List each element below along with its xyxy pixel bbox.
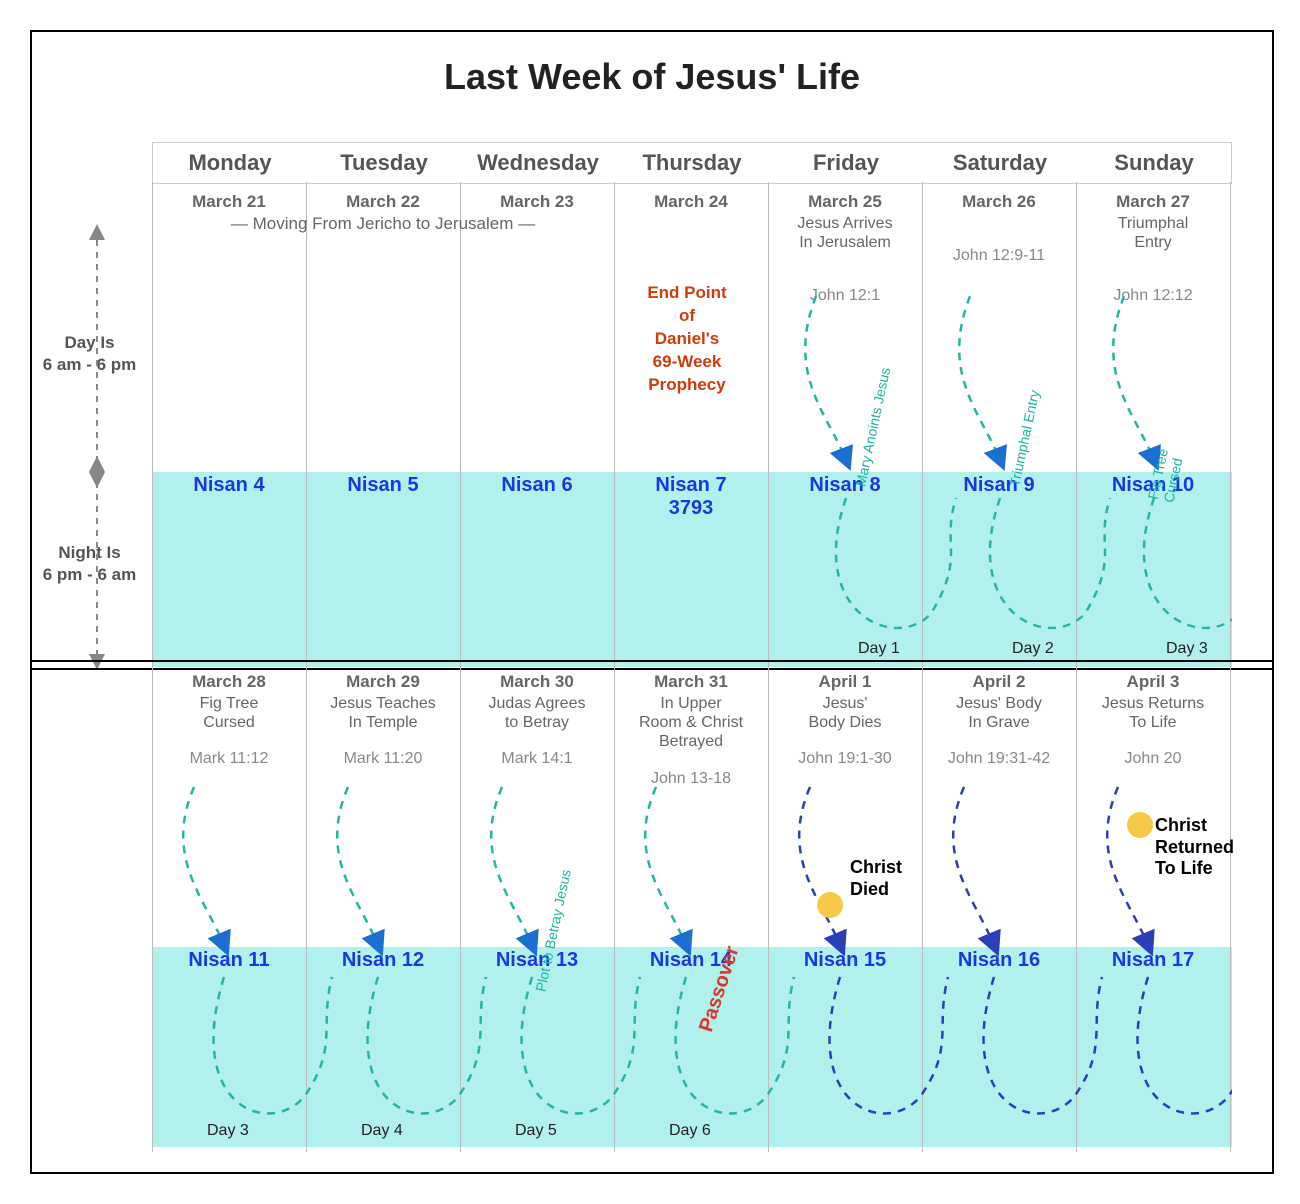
- w2-nisan-1: Nisan 12: [306, 949, 460, 972]
- night-band-2: [152, 947, 1232, 1147]
- w2-date-3: March 31In UpperRoom & ChristBetrayedJoh…: [614, 672, 768, 788]
- w2-nisan-5: Nisan 16: [922, 949, 1076, 972]
- w1-nisan-1: Nisan 5: [306, 474, 460, 497]
- w2-nisan-4: Nisan 15: [768, 949, 922, 972]
- night-side-label: Night Is6 pm - 6 am: [42, 542, 137, 586]
- w1-nisan-5: Nisan 9: [922, 474, 1076, 497]
- w2-date-2: March 30Judas Agreesto BetrayMark 14:1: [460, 672, 614, 768]
- header-monday: Monday: [153, 143, 307, 183]
- header-thursday: Thursday: [615, 143, 769, 183]
- event-returned: ChristReturnedTo Life: [1155, 815, 1245, 880]
- page-title: Last Week of Jesus' Life: [32, 56, 1272, 98]
- w1-nisan-4: Nisan 8: [768, 474, 922, 497]
- side-axis: [82, 212, 112, 672]
- week1-grid: MondayTuesdayWednesdayThursdayFridaySatu…: [152, 152, 1232, 652]
- dot-returned: [1127, 812, 1153, 838]
- moving-note: — Moving From Jericho to Jerusalem —: [152, 214, 614, 234]
- day-header-row: MondayTuesdayWednesdayThursdayFridaySatu…: [152, 142, 1232, 184]
- w1-daynum-4: Day 1: [858, 640, 900, 658]
- w1-date-2: March 23: [460, 192, 614, 212]
- w2-date-6: April 3Jesus ReturnsTo LifeJohn 20: [1076, 672, 1230, 768]
- header-sunday: Sunday: [1077, 143, 1231, 183]
- w1-nisan-0: Nisan 4: [152, 474, 306, 497]
- header-wednesday: Wednesday: [461, 143, 615, 183]
- day-side-label: Day Is6 am - 6 pm: [42, 332, 137, 376]
- w1-nisan-2: Nisan 6: [460, 474, 614, 497]
- w1-date-1: March 22: [306, 192, 460, 212]
- w1-daynum-6: Day 3: [1166, 640, 1208, 658]
- header-friday: Friday: [769, 143, 923, 183]
- w1-curve-label-4: Mary Anoints Jesus: [852, 366, 893, 488]
- header-tuesday: Tuesday: [307, 143, 461, 183]
- w1-daynum-5: Day 2: [1012, 640, 1054, 658]
- w1-nisan-3: Nisan 73793: [614, 474, 768, 520]
- header-saturday: Saturday: [923, 143, 1077, 183]
- w1-date-6: March 27TriumphalEntryJohn 12:12: [1076, 192, 1230, 305]
- w2-daynum-3: Day 6: [669, 1122, 711, 1140]
- w2-daynum-2: Day 5: [515, 1122, 557, 1140]
- w2-date-1: March 29Jesus TeachesIn TempleMark 11:20: [306, 672, 460, 768]
- event-died: ChristDied: [850, 857, 902, 900]
- week2-grid: March 28Fig TreeCursedMark 11:12 Nisan 11…: [152, 667, 1232, 1147]
- timeline-frame: Last Week of Jesus' Life MondayTuesdayWe…: [30, 30, 1274, 1174]
- w2-nisan-0: Nisan 11: [152, 949, 306, 972]
- w1-date-5: March 26John 12:9-11: [922, 192, 1076, 265]
- w2-date-0: March 28Fig TreeCursedMark 11:12: [152, 672, 306, 768]
- prophecy-note: End PointofDaniel's69-WeekProphecy: [617, 282, 757, 397]
- w1-date-0: March 21: [152, 192, 306, 212]
- dot-died: [817, 892, 843, 918]
- w1-date-3: March 24: [614, 192, 768, 212]
- w2-nisan-3: Nisan 14: [614, 949, 768, 972]
- w1-date-4: March 25Jesus ArrivesIn JerusalemJohn 12…: [768, 192, 922, 305]
- w2-date-5: April 2Jesus' BodyIn GraveJohn 19:31-42: [922, 672, 1076, 768]
- w2-daynum-1: Day 4: [361, 1122, 403, 1140]
- w2-nisan-6: Nisan 17: [1076, 949, 1230, 972]
- w2-date-4: April 1Jesus'Body DiesJohn 19:1-30: [768, 672, 922, 768]
- w2-daynum-0: Day 3: [207, 1122, 249, 1140]
